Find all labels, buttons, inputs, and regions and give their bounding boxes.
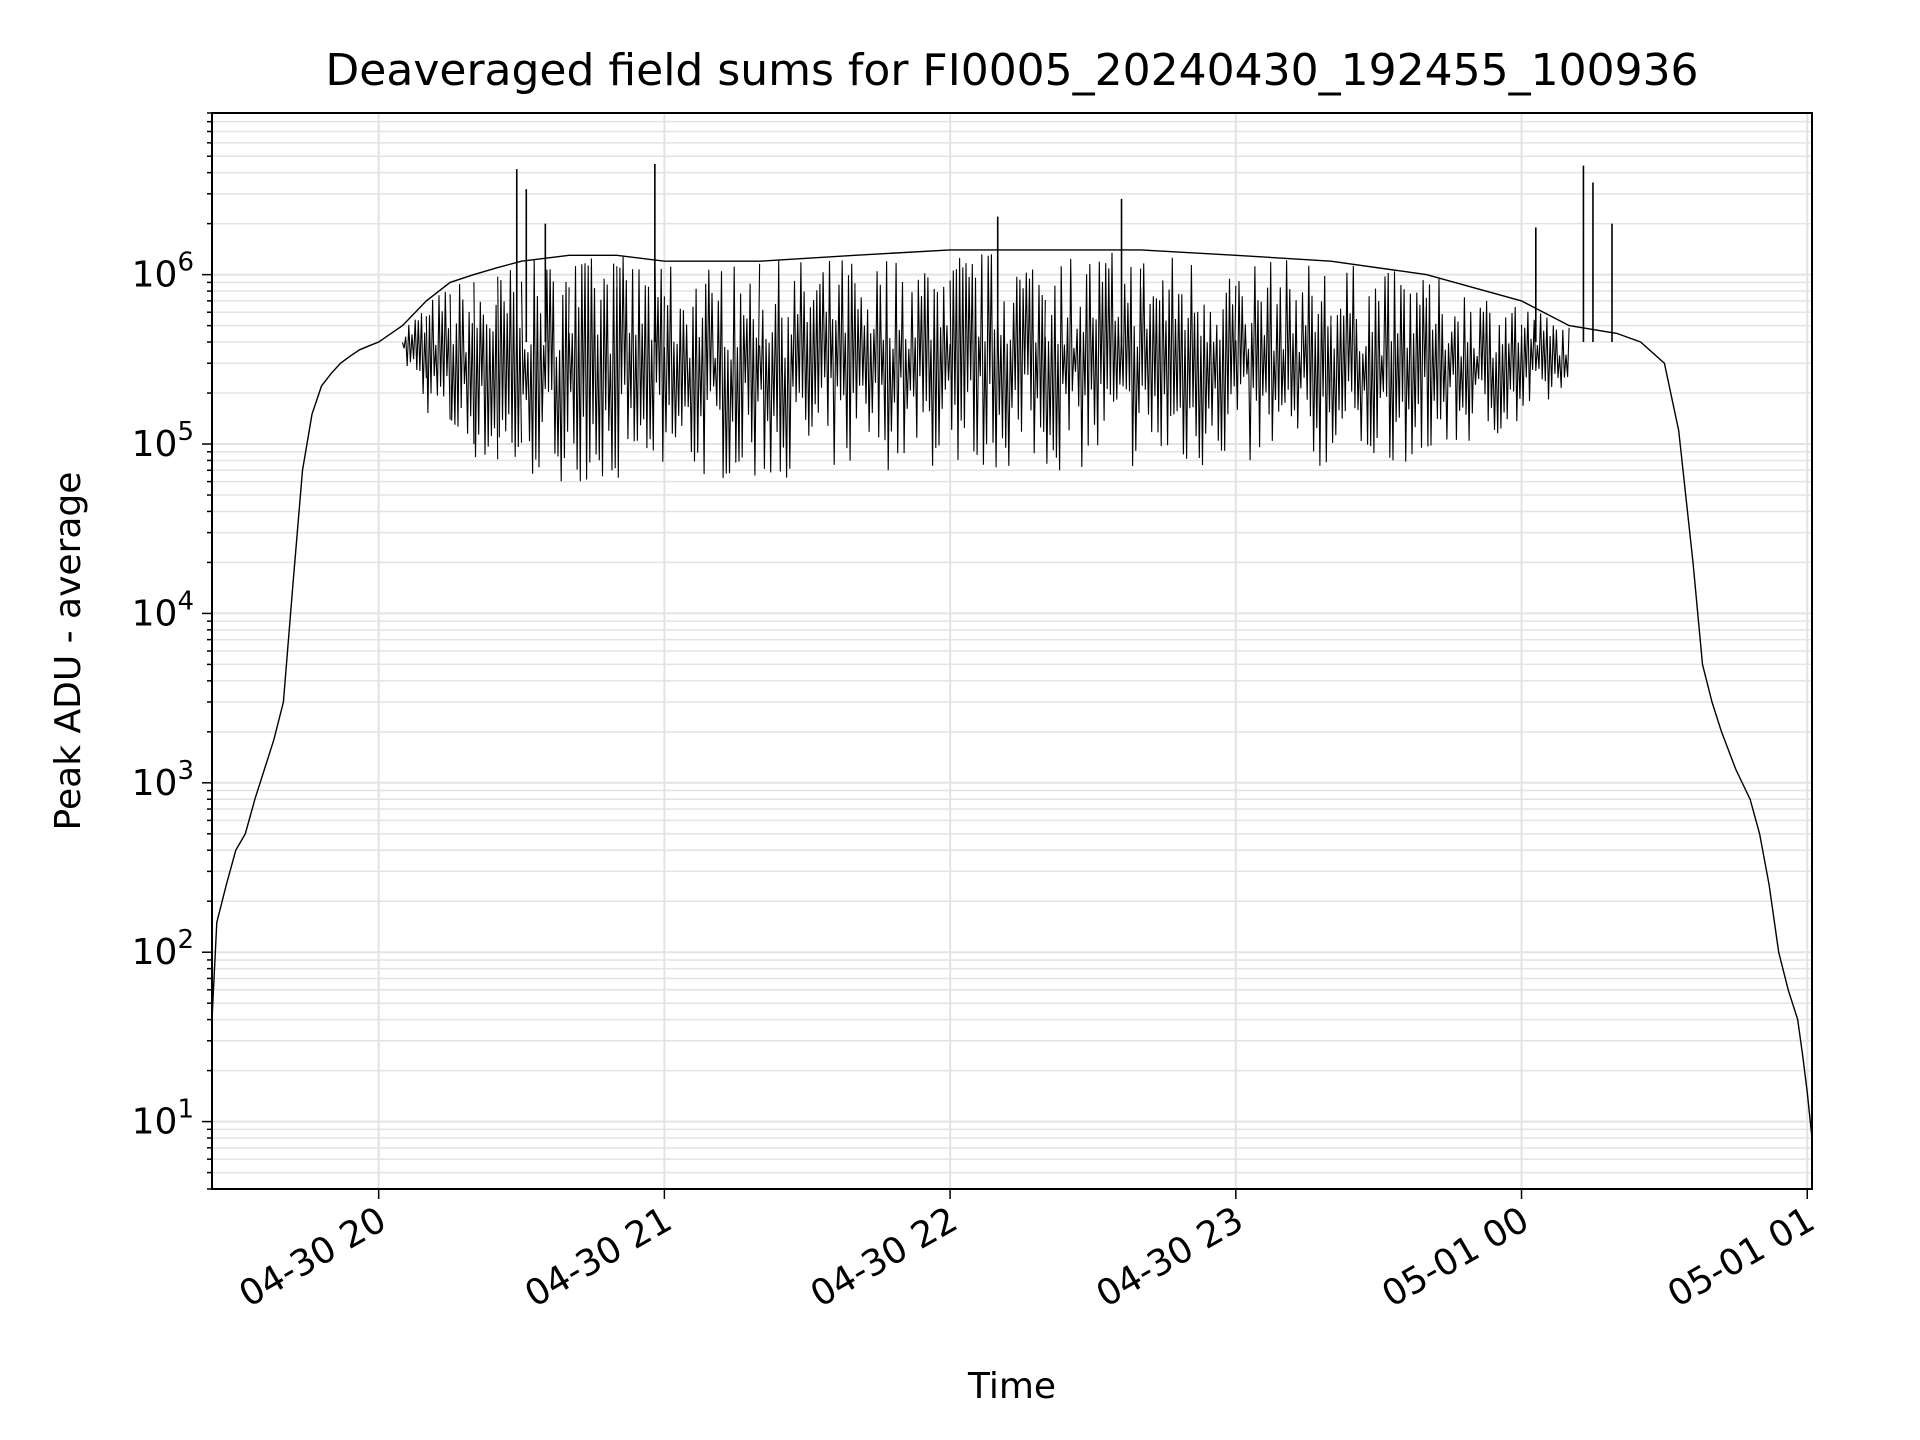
series-noise-segment — [401, 313, 427, 395]
y-tick-exponent: 6 — [177, 248, 194, 278]
series-noise-segment — [497, 270, 523, 457]
series-line — [211, 249, 1813, 1139]
y-tick-label: 104 — [132, 586, 194, 634]
series-noise-segment — [425, 291, 451, 420]
series-noise-segment — [854, 261, 951, 471]
y-axis-label: Peak ADU - average — [48, 472, 89, 831]
y-tick-base: 10 — [132, 763, 178, 804]
series-noise-segment — [1520, 311, 1570, 406]
y-tick-label: 101 — [132, 1095, 194, 1143]
chart-title: Deaveraged field sums for FI0005_2024043… — [325, 45, 1698, 96]
y-tick-exponent: 1 — [177, 1095, 194, 1125]
y-tick-base: 10 — [132, 932, 178, 973]
y-tick-base: 10 — [132, 424, 178, 465]
y-tick-exponent: 5 — [177, 417, 194, 447]
series-noise-segment — [663, 263, 761, 478]
y-tick-label: 103 — [132, 756, 194, 804]
series-noise-segment — [1330, 265, 1427, 462]
series-noise-segment — [473, 282, 499, 460]
y-tick-base: 10 — [132, 255, 178, 296]
y-tick-label: 102 — [132, 925, 194, 973]
y-tick-exponent: 4 — [177, 586, 194, 616]
y-tick-exponent: 3 — [177, 756, 194, 786]
series-noise-segment — [759, 260, 856, 478]
grid — [212, 112, 1812, 1190]
x-axis-label: Time — [967, 1366, 1056, 1407]
y-tick-base: 10 — [132, 1102, 178, 1143]
plot-area — [211, 163, 1813, 1139]
series-noise-segment — [1235, 260, 1332, 466]
series-noise-segment — [616, 256, 665, 478]
y-tick-base: 10 — [132, 593, 178, 634]
series-noise-segment — [449, 283, 475, 445]
series-noise-segment — [1044, 252, 1142, 471]
series-noise-segment — [1425, 278, 1523, 447]
y-tick-label: 106 — [132, 248, 194, 296]
y-tick-label: 105 — [132, 417, 194, 465]
series-noise-segment — [568, 258, 618, 482]
series-noise-segment — [1140, 257, 1237, 466]
series-noise-segment — [520, 259, 570, 482]
y-tick-exponent: 2 — [177, 925, 194, 955]
